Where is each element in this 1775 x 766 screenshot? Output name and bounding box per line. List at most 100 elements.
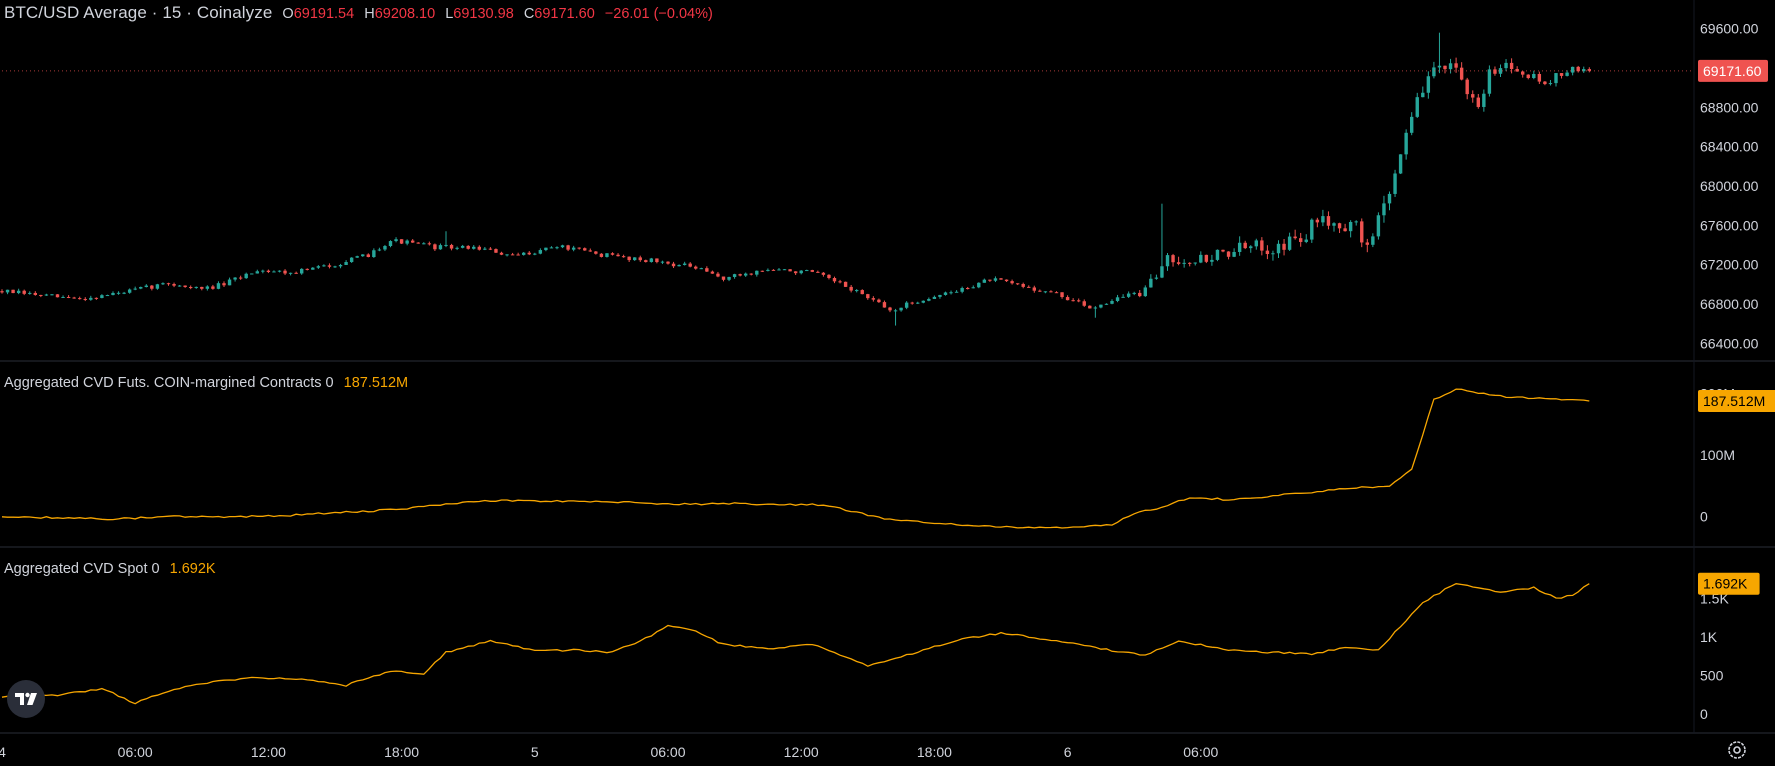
candle-body[interactable] bbox=[55, 294, 60, 298]
candle-body[interactable] bbox=[732, 274, 737, 277]
candle-body[interactable] bbox=[5, 289, 10, 293]
candle-body[interactable] bbox=[1232, 251, 1236, 257]
candle-body[interactable] bbox=[349, 257, 354, 263]
candle-body[interactable] bbox=[1548, 83, 1553, 85]
candle-body[interactable] bbox=[616, 254, 620, 257]
candle-body[interactable] bbox=[655, 258, 659, 263]
candle-body[interactable] bbox=[83, 298, 87, 300]
candle-body[interactable] bbox=[605, 253, 609, 257]
candle-body[interactable] bbox=[805, 270, 809, 272]
candle-body[interactable] bbox=[1243, 242, 1247, 249]
candle-body[interactable] bbox=[1299, 238, 1303, 242]
candle-body[interactable] bbox=[649, 258, 654, 262]
candle-body[interactable] bbox=[505, 254, 509, 256]
candle-body[interactable] bbox=[588, 250, 592, 252]
candle-body[interactable] bbox=[555, 247, 559, 249]
candle-body[interactable] bbox=[560, 245, 565, 248]
candle-body[interactable] bbox=[888, 307, 892, 311]
cvd-futures-last-value-badge[interactable] bbox=[1698, 389, 1775, 412]
candle-body[interactable] bbox=[571, 247, 576, 250]
candle-body[interactable] bbox=[466, 245, 470, 249]
candle-body[interactable] bbox=[94, 297, 99, 299]
candle-body[interactable] bbox=[538, 250, 543, 254]
candle-body[interactable] bbox=[1154, 277, 1159, 279]
candle-body[interactable] bbox=[927, 298, 931, 301]
candle-body[interactable] bbox=[1304, 239, 1308, 242]
candle-body[interactable] bbox=[361, 254, 365, 257]
candle-body[interactable] bbox=[78, 298, 82, 300]
candle-body[interactable] bbox=[938, 294, 942, 297]
candle-body[interactable] bbox=[594, 251, 598, 254]
candle-body[interactable] bbox=[1110, 300, 1114, 304]
candle-body[interactable] bbox=[971, 287, 975, 289]
candle-body[interactable] bbox=[1149, 278, 1153, 288]
candle-body[interactable] bbox=[860, 290, 864, 295]
candle-body[interactable] bbox=[954, 291, 959, 293]
candle-body[interactable] bbox=[311, 267, 315, 270]
candle-body[interactable] bbox=[916, 302, 920, 304]
candle-body[interactable] bbox=[322, 265, 326, 267]
candle-body[interactable] bbox=[1509, 62, 1514, 70]
candle-body[interactable] bbox=[177, 285, 182, 287]
candle-body[interactable] bbox=[688, 263, 692, 267]
candle-body[interactable] bbox=[50, 294, 54, 296]
candle-body[interactable] bbox=[666, 261, 670, 264]
candle-body[interactable] bbox=[716, 273, 720, 277]
candle-body[interactable] bbox=[233, 277, 237, 280]
candle-body[interactable] bbox=[1326, 216, 1331, 226]
candle-body[interactable] bbox=[355, 256, 359, 258]
candle-body[interactable] bbox=[999, 278, 1003, 280]
candle-body[interactable] bbox=[261, 270, 265, 272]
candle-body[interactable] bbox=[1027, 286, 1031, 288]
candle-body[interactable] bbox=[1398, 154, 1403, 174]
candle-body[interactable] bbox=[205, 286, 210, 289]
candle-body[interactable] bbox=[172, 283, 176, 286]
candle-body[interactable] bbox=[1021, 283, 1025, 287]
candle-body[interactable] bbox=[238, 277, 243, 279]
candle-body[interactable] bbox=[777, 269, 781, 271]
candle-body[interactable] bbox=[1521, 71, 1525, 75]
symbol-title[interactable]: BTC/USD Average · 15 · Coinalyze bbox=[4, 3, 273, 22]
candle-body[interactable] bbox=[755, 270, 759, 275]
candle-body[interactable] bbox=[1360, 221, 1364, 243]
candle-body[interactable] bbox=[1410, 116, 1414, 133]
candle-body[interactable] bbox=[1482, 93, 1486, 107]
candle-body[interactable] bbox=[1104, 303, 1109, 305]
candle-body[interactable] bbox=[1099, 304, 1103, 308]
candle-body[interactable] bbox=[1426, 76, 1431, 93]
candle-body[interactable] bbox=[1387, 193, 1392, 204]
candle-body[interactable] bbox=[327, 265, 332, 267]
candle-body[interactable] bbox=[621, 256, 626, 258]
candle-body[interactable] bbox=[577, 247, 581, 249]
candle-body[interactable] bbox=[1049, 291, 1053, 293]
candle-body[interactable] bbox=[1221, 249, 1225, 252]
candle-body[interactable] bbox=[1165, 255, 1170, 267]
candle-body[interactable] bbox=[1188, 262, 1192, 264]
candle-body[interactable] bbox=[727, 276, 731, 280]
candle-body[interactable] bbox=[1265, 250, 1270, 255]
candle-body[interactable] bbox=[1382, 203, 1386, 216]
candle-body[interactable] bbox=[427, 243, 432, 245]
tradingview-logo-icon[interactable] bbox=[7, 680, 45, 718]
candle-body[interactable] bbox=[855, 290, 859, 292]
candle-body[interactable] bbox=[1138, 292, 1142, 297]
candle-body[interactable] bbox=[1004, 279, 1009, 282]
time-axis[interactable]: 4 06:00 12:00 18:00 5 06:00 12:00 18:00 6 06:00 bbox=[0, 744, 1219, 760]
candle-body[interactable] bbox=[1210, 259, 1214, 262]
candle-body[interactable] bbox=[1093, 307, 1098, 309]
candle-body[interactable] bbox=[1471, 94, 1475, 98]
candle-body[interactable] bbox=[522, 252, 526, 255]
candle-body[interactable] bbox=[300, 268, 304, 274]
candle-body[interactable] bbox=[227, 279, 232, 286]
candle-body[interactable] bbox=[1082, 301, 1086, 306]
candle-body[interactable] bbox=[1182, 262, 1186, 264]
candle-body[interactable] bbox=[627, 256, 631, 261]
candle-body[interactable] bbox=[660, 261, 665, 263]
candle-body[interactable] bbox=[1132, 292, 1136, 294]
candle-body[interactable] bbox=[766, 269, 770, 271]
candle-body[interactable] bbox=[277, 270, 282, 272]
candle-body[interactable] bbox=[1559, 73, 1564, 76]
candle-body[interactable] bbox=[1432, 67, 1436, 77]
candle-body[interactable] bbox=[849, 286, 853, 291]
